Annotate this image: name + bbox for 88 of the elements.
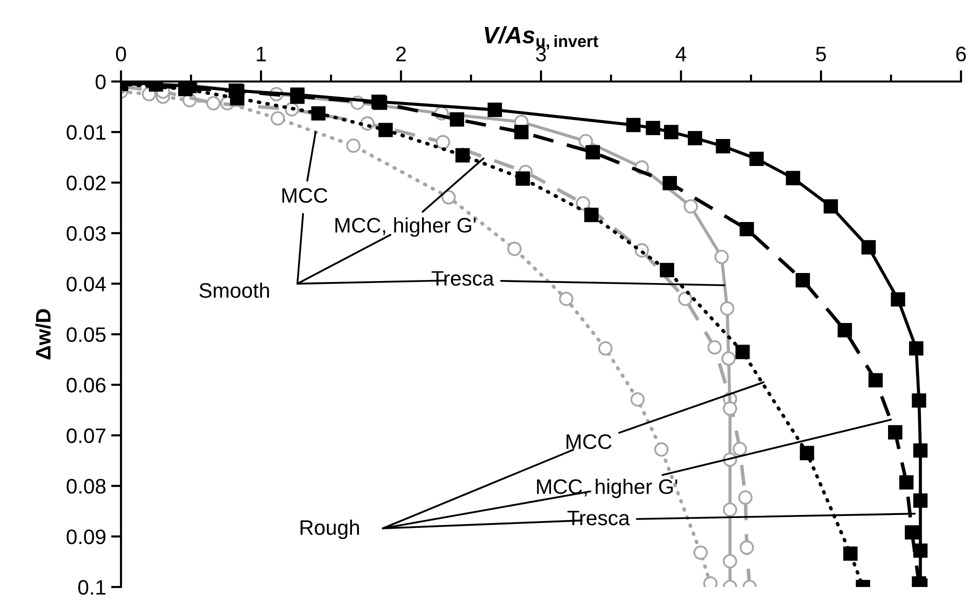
point [732, 442, 747, 456]
point [890, 292, 906, 307]
point [800, 446, 814, 460]
point [507, 242, 522, 256]
point [749, 152, 764, 166]
point [693, 545, 708, 560]
point [714, 250, 729, 264]
annotation: MCC, higher G' [335, 217, 476, 237]
point [913, 443, 928, 458]
point [740, 540, 754, 555]
point [516, 171, 530, 186]
annotation: Tresca [432, 271, 494, 286]
y-tick-label: 0.06 [66, 378, 106, 393]
point [514, 124, 529, 140]
point [662, 176, 677, 190]
x-tick-label: 4 [676, 46, 686, 62]
y-tick-label: 0.03 [66, 226, 106, 241]
point [913, 493, 928, 508]
point [598, 341, 613, 356]
point [206, 96, 221, 110]
y-tick-label: 0.08 [66, 478, 106, 494]
x-tick-label: 6 [956, 46, 966, 62]
annotation: Tresca [567, 510, 630, 526]
point [578, 134, 593, 148]
point [707, 340, 722, 355]
point [378, 122, 393, 138]
point [684, 199, 698, 214]
point [868, 373, 883, 388]
point [455, 148, 470, 162]
point [346, 138, 361, 153]
point [722, 554, 738, 568]
y-tick-label: 0.02 [66, 176, 106, 190]
annotation: MCC [566, 434, 612, 450]
point [488, 102, 502, 117]
y-tick-label: 0.05 [66, 327, 106, 342]
point [290, 87, 305, 102]
point [861, 240, 876, 254]
point [678, 292, 692, 306]
point [722, 502, 738, 517]
point [311, 106, 326, 120]
point [559, 292, 574, 306]
point [904, 525, 920, 540]
point [735, 344, 750, 360]
point [843, 546, 858, 561]
point [913, 543, 928, 558]
point [270, 111, 285, 126]
annotation: MCC [282, 188, 328, 203]
point [441, 190, 456, 204]
point [450, 112, 464, 127]
point [721, 351, 736, 366]
point [888, 425, 902, 440]
point [646, 120, 660, 136]
point [824, 199, 838, 214]
point [796, 273, 810, 288]
point [720, 301, 734, 316]
point [584, 208, 599, 222]
point [909, 341, 924, 356]
point [630, 392, 645, 407]
point [838, 323, 852, 338]
annotation: Smooth [199, 282, 269, 298]
point [664, 124, 678, 140]
point [576, 196, 590, 210]
point [716, 139, 730, 154]
point [786, 170, 800, 186]
x-tick-label: 5 [816, 46, 826, 62]
x-tick-label: 2 [396, 46, 406, 62]
point [688, 130, 702, 146]
y-tick-label: 0 [96, 74, 106, 90]
point [899, 475, 914, 490]
point [738, 490, 753, 505]
annotation: Rough [300, 520, 359, 540]
x-tick-label: 1 [256, 46, 266, 62]
y-tick-label: 0.04 [66, 276, 106, 292]
point [722, 401, 738, 416]
y-tick-label: 0.01 [66, 125, 106, 140]
x-tick-label: 0 [116, 46, 126, 62]
annotation: MCC, higher G' [537, 478, 678, 498]
point [436, 135, 450, 150]
point [740, 222, 754, 236]
point [660, 262, 674, 278]
point [586, 145, 600, 160]
y-tick-label: 0.07 [66, 428, 106, 444]
point [912, 393, 926, 408]
y-tick-label: 0.1 [78, 580, 106, 595]
y-axis-title: Δw/D [35, 309, 51, 360]
point [626, 118, 641, 132]
point [654, 442, 669, 457]
y-tick-label: 0.09 [66, 529, 106, 544]
